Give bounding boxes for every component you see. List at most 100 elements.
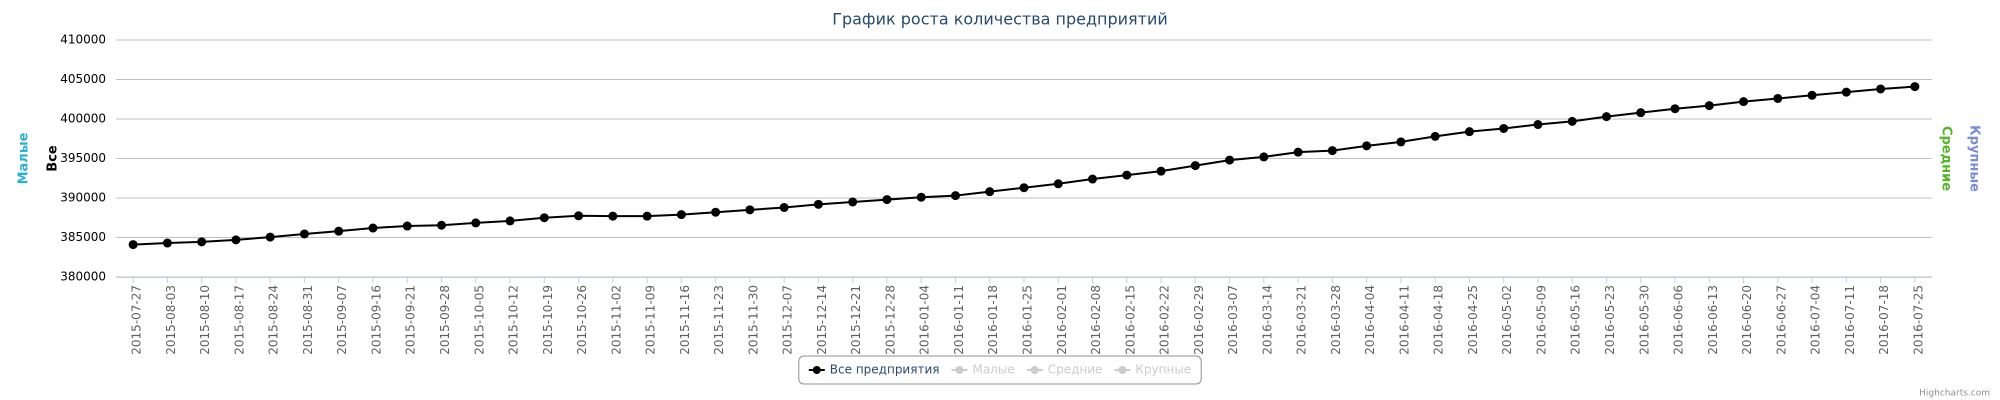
- x-tick-label: 2016-04-04: [1363, 285, 1377, 355]
- legend-symbol: [955, 366, 964, 374]
- point: [1533, 120, 1543, 130]
- point: [1499, 123, 1509, 133]
- legend-item[interactable]: Все предприятия: [808, 363, 940, 377]
- point: [162, 238, 172, 248]
- x-tick-label: 2016-04-11: [1397, 285, 1411, 355]
- point: [1841, 87, 1851, 97]
- x-tick-label: 2015-08-31: [301, 285, 315, 355]
- x-tick-label: 2016-05-30: [1637, 285, 1651, 355]
- legend-item[interactable]: Малые: [951, 363, 1015, 377]
- x-tick-label: 2016-02-15: [1123, 285, 1137, 355]
- point: [916, 192, 926, 202]
- point: [1088, 174, 1098, 184]
- point: [882, 195, 892, 205]
- point: [128, 240, 138, 250]
- x-tick-label: 2016-01-18: [986, 285, 1000, 355]
- point: [642, 211, 652, 221]
- x-tick-label: 2016-02-01: [1055, 285, 1069, 355]
- x-tick-label: 2015-10-05: [472, 285, 486, 355]
- x-tick-label: 2015-10-12: [507, 285, 521, 355]
- axis-title: Все: [46, 145, 61, 172]
- y-tick-label: 395000: [60, 151, 106, 165]
- axis-title: Малые: [17, 132, 32, 184]
- x-tick-label: 2016-07-11: [1843, 285, 1857, 355]
- x-tick-label: 2015-09-16: [369, 285, 383, 355]
- legend: Все предприятия Малые Средние Крупные: [798, 355, 1202, 385]
- point: [1293, 147, 1303, 157]
- x-tick-label: 2016-05-23: [1603, 285, 1617, 355]
- point: [1636, 108, 1646, 118]
- x-tick-label: 2016-05-09: [1534, 285, 1548, 355]
- x-tick-label: 2015-11-16: [678, 285, 692, 355]
- legend-symbol: [1030, 366, 1039, 374]
- x-tick-label: 2016-06-20: [1740, 285, 1754, 355]
- point: [676, 210, 686, 220]
- point: [197, 237, 207, 247]
- point: [950, 191, 960, 201]
- point: [505, 216, 515, 226]
- x-tick-label: 2016-05-02: [1500, 285, 1514, 355]
- x-tick-label: 2016-05-16: [1569, 285, 1583, 355]
- point: [1910, 82, 1920, 92]
- x-tick-label: 2015-12-07: [781, 285, 795, 355]
- point: [471, 218, 481, 228]
- point: [1739, 97, 1749, 107]
- x-tick-label: 2016-07-04: [1809, 285, 1823, 355]
- point: [985, 187, 995, 197]
- legend-symbol: [812, 366, 821, 374]
- legend-symbol: [1118, 366, 1127, 374]
- point: [1807, 90, 1817, 100]
- point: [1259, 152, 1269, 162]
- x-tick-label: 2015-12-21: [849, 285, 863, 355]
- x-tick-label: 2015-08-10: [198, 285, 212, 355]
- x-tick-label: 2015-08-03: [164, 285, 178, 355]
- x-tick-label: 2016-02-08: [1089, 285, 1103, 355]
- point: [1190, 161, 1200, 171]
- x-tick-label: 2016-06-13: [1706, 285, 1720, 355]
- point: [1567, 116, 1577, 126]
- legend-item[interactable]: Крупные: [1114, 363, 1191, 377]
- point: [1670, 104, 1680, 114]
- credit: Highcharts.com: [1919, 389, 1990, 399]
- x-tick-label: 2015-11-02: [609, 285, 623, 355]
- x-tick-label: 2015-11-23: [712, 285, 726, 355]
- point: [1876, 84, 1886, 94]
- point: [1327, 146, 1337, 156]
- x-tick-label: 2015-09-21: [404, 285, 418, 355]
- x-tick-label: 2016-01-25: [1021, 285, 1035, 355]
- x-tick-label: 2015-08-24: [267, 285, 281, 355]
- axis-title: Средние: [1939, 126, 1954, 191]
- legend-box: [798, 355, 1202, 385]
- point: [1430, 131, 1440, 141]
- y-tick-label: 390000: [60, 191, 106, 205]
- point: [1601, 112, 1611, 122]
- y-tick-label: 410000: [60, 33, 106, 47]
- x-tick-label: 2016-03-14: [1260, 285, 1274, 355]
- point: [711, 207, 721, 217]
- x-tick-label: 2015-09-07: [335, 285, 349, 355]
- point: [745, 205, 755, 215]
- point: [265, 232, 275, 242]
- point: [1053, 179, 1063, 189]
- x-tick-label: 2016-03-07: [1226, 285, 1240, 355]
- x-tick-label: 2015-12-28: [883, 285, 897, 355]
- x-tick-label: 2016-07-25: [1911, 285, 1925, 355]
- point: [299, 229, 309, 239]
- point: [779, 202, 789, 212]
- y-tick-label: 405000: [60, 72, 106, 86]
- legend-label: Средние: [1048, 363, 1103, 377]
- x-tick-label: 2016-03-28: [1329, 285, 1343, 355]
- point: [539, 213, 549, 223]
- chart-title: График роста количества предприятий: [832, 10, 1168, 29]
- x-tick-label: 2015-08-17: [232, 285, 246, 355]
- axis-title: Крупные: [1967, 125, 1982, 192]
- legend-label: Все предприятия: [830, 363, 940, 377]
- y-tick-label: 400000: [60, 112, 106, 126]
- x-tick-label: 2015-10-19: [541, 285, 555, 355]
- point: [1225, 155, 1235, 165]
- legend-item[interactable]: Средние: [1026, 363, 1103, 377]
- x-tick-label: 2016-01-11: [952, 285, 966, 355]
- point: [848, 197, 858, 207]
- point: [402, 221, 412, 231]
